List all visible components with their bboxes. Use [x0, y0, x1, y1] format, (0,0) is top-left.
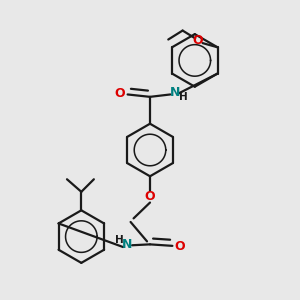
- Text: N: N: [122, 238, 132, 251]
- Text: H: H: [179, 92, 188, 102]
- Text: O: O: [192, 34, 202, 46]
- Text: H: H: [115, 236, 124, 245]
- Text: O: O: [115, 87, 125, 100]
- Text: O: O: [145, 190, 155, 203]
- Text: N: N: [170, 86, 180, 100]
- Text: O: O: [175, 240, 185, 253]
